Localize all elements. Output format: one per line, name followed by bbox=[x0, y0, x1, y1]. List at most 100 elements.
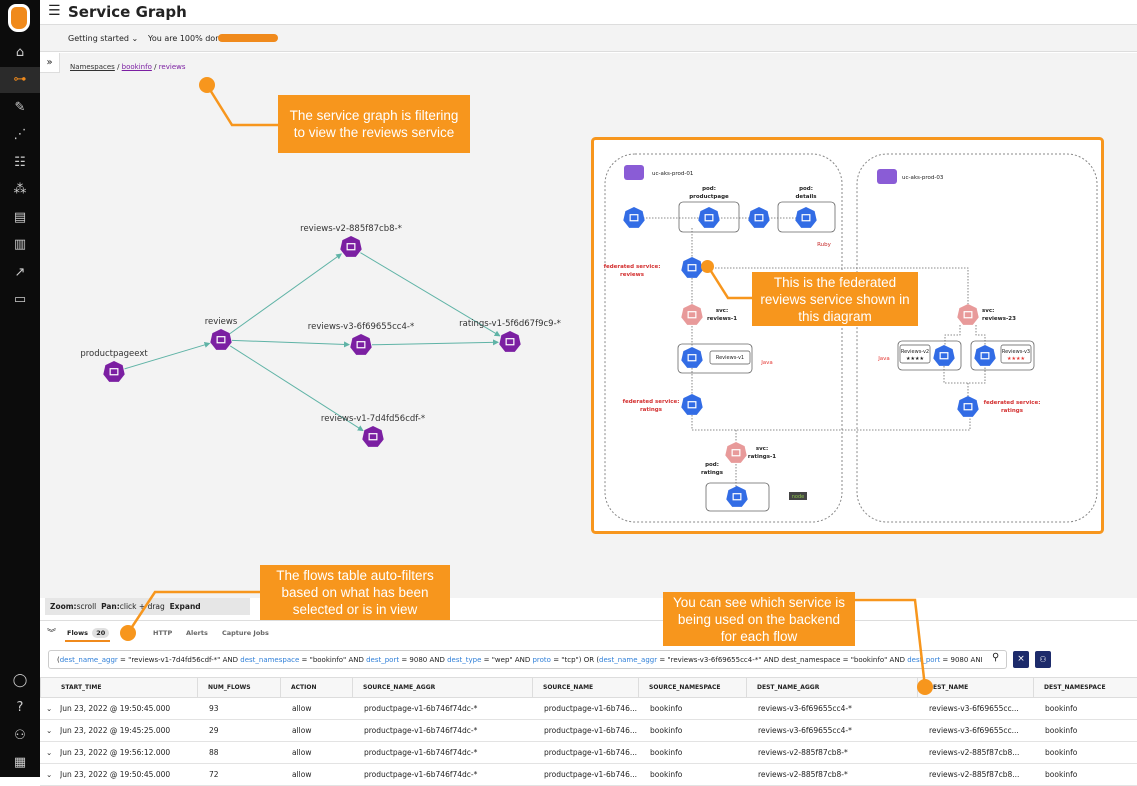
trend-nav-item[interactable]: ↗ bbox=[0, 259, 40, 285]
flows-count-badge: 20 bbox=[92, 628, 110, 638]
home-nav-item[interactable]: ⌂ bbox=[0, 39, 40, 65]
service-graph-nav-item[interactable]: ⊶ bbox=[0, 66, 40, 93]
table-cell: bookinfo bbox=[650, 748, 683, 757]
collapse-panel-icon[interactable]: ︾ bbox=[47, 629, 57, 639]
table-cell: bookinfo bbox=[1045, 704, 1078, 713]
table-cell: productpage-v1-6b746f74dc-* bbox=[364, 770, 478, 779]
table-row[interactable]: ⌄ Jun 23, 2022 @ 19:50:45.000 93 allow produ… bbox=[40, 698, 1137, 720]
graph-node-label: reviews-v3-6f69655cc4-* bbox=[308, 322, 414, 332]
graph-node[interactable] bbox=[340, 236, 362, 257]
graph-edge[interactable] bbox=[124, 341, 211, 370]
label: Reviews-v3 bbox=[1002, 349, 1030, 355]
expand-row-icon[interactable]: ⌄ bbox=[46, 748, 53, 757]
search-icon[interactable]: ⚲ bbox=[992, 652, 1000, 663]
filter-field: dest_port bbox=[366, 656, 400, 664]
column-header[interactable]: NUM_FLOWS bbox=[197, 678, 268, 697]
k8s-resource-icon[interactable] bbox=[933, 345, 955, 366]
table-cell: 93 bbox=[209, 704, 219, 713]
table-cell: Jun 23, 2022 @ 19:50:45.000 bbox=[60, 770, 171, 779]
graph-node-label: reviews-v1-7d4fd56cdf-* bbox=[321, 414, 425, 424]
label: details bbox=[795, 194, 817, 200]
graph-node[interactable] bbox=[103, 361, 125, 382]
column-header[interactable]: SOURCE_NAME_AGGR bbox=[352, 678, 520, 697]
k8s-resource-icon[interactable] bbox=[974, 345, 996, 366]
table-cell: reviews-v3-6f69655cc... bbox=[929, 704, 1019, 713]
breadcrumb-namespaces[interactable]: Namespaces bbox=[70, 63, 115, 71]
tab-alerts[interactable]: Alerts bbox=[186, 629, 208, 637]
reports-nav-item[interactable]: ▦ bbox=[0, 750, 40, 776]
table-row[interactable]: ⌄ Jun 23, 2022 @ 19:56:12.000 88 allow produ… bbox=[40, 742, 1137, 764]
table-row[interactable]: ⌄ Jun 23, 2022 @ 19:45:25.000 29 allow produ… bbox=[40, 720, 1137, 742]
chat-nav-item[interactable]: ◯ bbox=[0, 667, 40, 693]
k8s-resource-icon[interactable] bbox=[681, 347, 703, 368]
expand-row-icon[interactable]: ⌄ bbox=[46, 770, 53, 779]
graph-node[interactable] bbox=[350, 334, 372, 355]
expand-row-icon[interactable]: ⌄ bbox=[46, 726, 53, 735]
flow-filter-input[interactable]: (dest_name_aggr = "reviews-v1-7d4fd56cdf… bbox=[48, 650, 1007, 669]
hamburger-icon[interactable]: ☰ bbox=[48, 3, 61, 19]
progress-fill bbox=[218, 34, 278, 42]
expand-row-icon[interactable]: ⌄ bbox=[46, 704, 53, 713]
zoom-hint-key: Zoom: bbox=[50, 602, 77, 611]
clipboard-nav-item[interactable]: ▤ bbox=[0, 204, 40, 230]
breadcrumb-bookinfo[interactable]: bookinfo bbox=[121, 63, 152, 71]
callout-marker bbox=[701, 260, 714, 273]
filter-field: dest_port bbox=[907, 656, 941, 664]
graph-node[interactable] bbox=[362, 426, 384, 447]
k8s-resource-icon[interactable] bbox=[623, 207, 645, 228]
tab-capture-jobs[interactable]: Capture Jobs bbox=[222, 629, 269, 637]
user-settings-button[interactable]: ⚇ bbox=[1035, 651, 1051, 668]
graph-edge[interactable] bbox=[371, 339, 500, 346]
k8s-resource-icon[interactable] bbox=[681, 257, 703, 278]
column-header[interactable]: SOURCE_NAMESPACE bbox=[638, 678, 734, 697]
dashboard-chart-nav-item[interactable]: ▥ bbox=[0, 232, 40, 258]
clear-filter-button[interactable]: × bbox=[1013, 651, 1029, 668]
policy-edit-nav-item[interactable]: ✎ bbox=[0, 94, 40, 120]
expand-panel-button[interactable]: » bbox=[40, 53, 60, 73]
flow-nav-item[interactable]: ⋰ bbox=[0, 122, 40, 148]
filter-field: dest_namespace bbox=[240, 656, 300, 664]
cluster-nav-item[interactable]: ⁂ bbox=[0, 177, 40, 203]
k8s-resource-icon[interactable] bbox=[726, 486, 748, 507]
network-nav-item[interactable]: ☷ bbox=[0, 149, 40, 175]
column-header[interactable]: SOURCE_NAME bbox=[532, 678, 626, 697]
column-header[interactable]: ACTION bbox=[280, 678, 340, 697]
graph-node[interactable] bbox=[210, 329, 232, 350]
k8s-resource-icon[interactable] bbox=[795, 207, 817, 228]
table-cell: reviews-v2-885f87cb8-* bbox=[758, 748, 848, 757]
graph-edge[interactable] bbox=[229, 253, 343, 335]
tab-http[interactable]: HTTP bbox=[153, 629, 173, 637]
getting-started-dropdown[interactable]: Getting started ⌄ bbox=[68, 34, 138, 43]
graph-node[interactable] bbox=[499, 331, 521, 352]
table-cell: reviews-v2-885f87cb8-* bbox=[758, 770, 848, 779]
federation-diagram bbox=[591, 137, 1104, 534]
graph-edge[interactable] bbox=[231, 339, 351, 348]
k8s-svc-icon[interactable] bbox=[957, 304, 979, 325]
pod-box bbox=[705, 482, 770, 512]
k8s-resource-icon[interactable] bbox=[698, 207, 720, 228]
graph-edge[interactable] bbox=[230, 345, 364, 432]
callout-connector bbox=[126, 590, 262, 634]
kitty-logo[interactable] bbox=[8, 4, 30, 32]
graph-edge[interactable] bbox=[360, 252, 501, 337]
label: reviews bbox=[620, 272, 645, 278]
layout-nav-item[interactable]: ▭ bbox=[0, 287, 40, 313]
column-header[interactable]: DEST_NAME_AGGR bbox=[746, 678, 905, 697]
tab-flows[interactable]: Flows 20 bbox=[67, 628, 110, 638]
column-header[interactable]: DEST_NAMESPACE bbox=[1033, 678, 1125, 697]
k8s-resource-icon[interactable] bbox=[748, 207, 770, 228]
active-tab-underline bbox=[65, 640, 110, 642]
k8s-svc-icon[interactable] bbox=[725, 442, 747, 463]
k8s-resource-icon[interactable] bbox=[681, 394, 703, 415]
k8s-svc-icon[interactable] bbox=[681, 304, 703, 325]
column-header[interactable]: START_TIME bbox=[40, 678, 185, 697]
users-nav-item[interactable]: ⚇ bbox=[0, 722, 40, 748]
table-cell: Jun 23, 2022 @ 19:50:45.000 bbox=[60, 704, 171, 713]
k8s-resource-icon[interactable] bbox=[957, 396, 979, 417]
table-cell: Jun 23, 2022 @ 19:56:12.000 bbox=[60, 748, 171, 757]
help-nav-item[interactable]: ? bbox=[0, 695, 40, 721]
filter-operator: = "wep" AND bbox=[481, 656, 533, 664]
diagram-connector bbox=[944, 325, 961, 346]
table-cell: bookinfo bbox=[650, 704, 683, 713]
